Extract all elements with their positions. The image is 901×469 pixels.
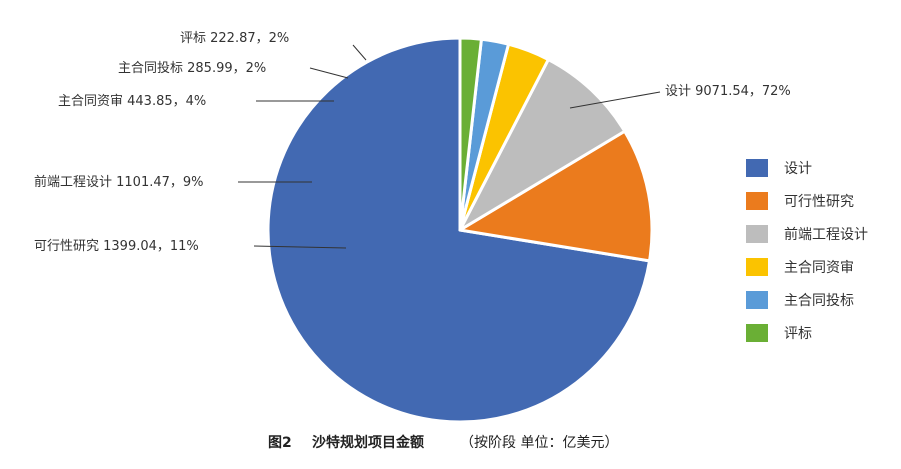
slice-labels: 设计 9071.54，72% 可行性研究 1399.04，11% 前端工程设计 11… <box>34 31 791 254</box>
slice-label-1: 设计 9071.54，72% <box>665 84 791 99</box>
caption-subtitle: （按阶段 单位：亿美元） <box>460 435 618 451</box>
legend-label-2: 可行性研究 <box>784 194 854 210</box>
legend-item-6: 评标 <box>746 324 812 342</box>
legend-swatch-5 <box>746 291 768 309</box>
legend-item-4: 主合同资审 <box>746 258 854 276</box>
legend-item-2: 可行性研究 <box>746 192 854 210</box>
legend-swatch-1 <box>746 159 768 177</box>
legend-label-4: 主合同资审 <box>784 260 854 276</box>
pie-slice-3 <box>458 58 627 232</box>
slice-label-3: 前端工程设计 1101.47，9% <box>34 174 204 190</box>
legend-item-1: 设计 <box>746 159 812 177</box>
slice-label-5: 主合同投标 285.99，2% <box>118 60 266 76</box>
leader-line-6 <box>352 44 367 61</box>
label-leader-lines <box>238 44 661 249</box>
slice-label-2: 可行性研究 1399.04，11% <box>34 239 199 254</box>
caption-label: 图2 <box>268 435 292 451</box>
legend-label-6: 评标 <box>784 326 812 342</box>
legend-swatch-4 <box>746 258 768 276</box>
leader-line-5 <box>309 67 349 79</box>
legend-label-5: 主合同投标 <box>784 293 854 309</box>
legend-swatch-6 <box>746 324 768 342</box>
slice-label-4: 主合同资审 443.85，4% <box>58 94 206 109</box>
pie-slice-2 <box>458 129 654 263</box>
legend-item-3: 前端工程设计 <box>746 225 868 243</box>
legend-label-1: 设计 <box>784 161 812 177</box>
pie-slices <box>266 36 654 424</box>
pie-slice-6 <box>458 36 483 232</box>
leader-line-2 <box>253 245 347 249</box>
legend-label-3: 前端工程设计 <box>784 226 868 243</box>
figure-caption: 图2 沙特规划项目金额 （按阶段 单位：亿美元） <box>268 434 618 451</box>
legend-swatch-3 <box>746 225 768 243</box>
legend-item-5: 主合同投标 <box>746 291 854 309</box>
leader-line-1 <box>569 91 661 109</box>
legend-swatch-2 <box>746 192 768 210</box>
slice-label-6: 评标 222.87，2% <box>180 31 289 46</box>
caption-title: 沙特规划项目金额 <box>312 434 424 451</box>
